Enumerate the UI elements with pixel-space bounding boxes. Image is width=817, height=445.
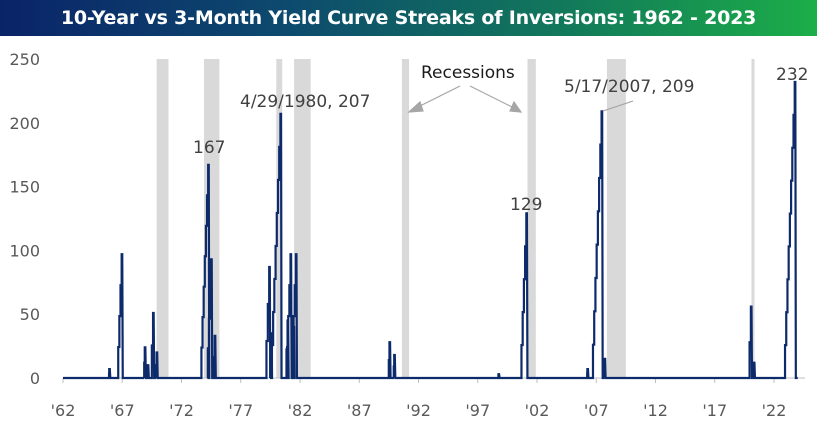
annotation-129: 129 [510, 195, 542, 215]
chart-title: 10-Year vs 3-Month Yield Curve Streaks o… [0, 0, 817, 36]
annotation-2007: 5/17/2007, 209 [564, 77, 694, 97]
x-tick-label: '12 [643, 401, 668, 420]
x-tick-label: '87 [347, 401, 372, 420]
x-tick-label: '07 [584, 401, 609, 420]
annotation-1980: 4/29/1980, 207 [240, 92, 370, 112]
x-tick-label: '62 [51, 401, 76, 420]
x-tick-label: '82 [288, 401, 313, 420]
recession-band [527, 59, 536, 378]
x-tick-label: '92 [406, 401, 431, 420]
annotation-167: 167 [193, 138, 225, 158]
y-tick-label: 250 [9, 50, 40, 69]
y-tick-label: 0 [30, 369, 40, 388]
x-tick-label: '77 [228, 401, 253, 420]
y-tick-label: 200 [9, 114, 40, 133]
y-axis: 0 50 100 150 200 250 [9, 50, 40, 388]
x-tick-label: '72 [169, 401, 194, 420]
series-line [63, 80, 798, 380]
recession-band [751, 59, 755, 378]
recession-band [294, 59, 311, 378]
recession-band [606, 59, 626, 378]
recession-band [156, 59, 169, 378]
recession-band [276, 59, 283, 378]
x-tick-label: '17 [702, 401, 727, 420]
annotations: 167 4/29/1980, 207 129 5/17/2007, 209 23… [193, 63, 808, 215]
recession-band [204, 59, 220, 378]
annotation-recessions: Recessions [421, 63, 515, 83]
x-tick-label: '02 [525, 401, 550, 420]
annotation-232: 232 [776, 65, 808, 85]
recession-bands [156, 59, 755, 378]
x-tick-label: '22 [762, 401, 787, 420]
x-tick-label: '67 [110, 401, 135, 420]
x-axis: '62 '67 '72 '77 '82 '87 '92 '97 '02 '07 '12 '17 '22 [51, 377, 805, 420]
y-tick-label: 100 [9, 241, 40, 260]
recessions-arrows [407, 85, 523, 113]
x-tick-label: '97 [465, 401, 490, 420]
annotation-2007-leader [602, 100, 634, 112]
recession-band [401, 59, 410, 378]
y-tick-label: 150 [9, 178, 40, 197]
y-tick-label: 50 [20, 305, 40, 324]
